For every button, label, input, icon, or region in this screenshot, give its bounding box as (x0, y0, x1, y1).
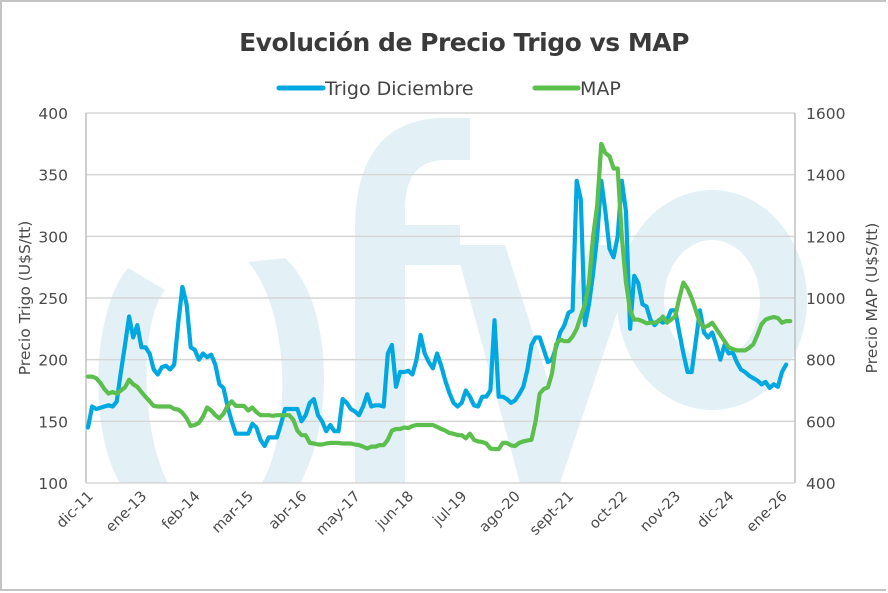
x-tick-labels: dic-11 ene-13 feb-14 mar-15 abr-16 may-17 jun-… (54, 489, 791, 539)
y-right-tick-label: 600 (806, 413, 836, 431)
y-right-tick-labels: 400 600 800 1000 1200 1400 1600 (806, 105, 845, 493)
x-tick-label: nov-23 (637, 489, 684, 536)
axes (85, 113, 796, 484)
y-left-tick-label: 200 (38, 352, 68, 370)
y-left-tick-label: 250 (38, 290, 68, 308)
y-right-tick-label: 1600 (806, 105, 845, 123)
x-tick-label: sept-21 (527, 489, 577, 539)
watermark-letter-y (455, 245, 640, 483)
x-tick-label: mar-15 (209, 489, 257, 537)
watermark-paren-right (248, 258, 325, 483)
y-left-tick-label: 350 (38, 167, 68, 185)
x-tick-label: dic-24 (694, 489, 737, 532)
x-tick-label: jul-19 (430, 489, 471, 530)
fyo-watermark-logo (98, 118, 807, 483)
x-tick-label: ene-13 (103, 489, 150, 536)
x-tick-label: dic-11 (54, 489, 97, 532)
x-tick-label: ago-20 (477, 489, 524, 536)
y-left-tick-label: 300 (38, 228, 68, 246)
y-right-tick-label: 1400 (806, 167, 845, 185)
series-line-map (85, 141, 793, 452)
y-left-tick-label: 400 (38, 105, 68, 123)
y-left-tick-label: 100 (38, 475, 68, 493)
y-left-axis-label: Precio Trigo (U$S/tt) (16, 221, 34, 376)
watermark-paren-left (98, 268, 168, 483)
x-tick-label: may-17 (314, 489, 364, 539)
y-left-tick-labels: 100 150 200 250 300 350 400 (38, 105, 68, 493)
y-right-tick-label: 1200 (806, 228, 845, 246)
y-left-tick-label: 150 (38, 413, 68, 431)
x-tick-label: jun-18 (373, 489, 418, 534)
chart-title: Evolución de Precio Trigo vs MAP (239, 28, 689, 57)
legend-label-trigo: Trigo Diciembre (324, 78, 474, 100)
legend-item-map[interactable]: MAP (532, 78, 621, 100)
x-tick-label: abr-16 (266, 489, 310, 533)
legend-item-trigo[interactable]: Trigo Diciembre (276, 78, 474, 100)
legend-label-map: MAP (580, 78, 621, 100)
watermark-letter-o-inner (664, 240, 760, 360)
series-line-trigo-diciembre (85, 178, 789, 449)
series-lines (85, 141, 793, 452)
x-tick-label: feb-14 (159, 489, 203, 533)
legend: Trigo Diciembre MAP (276, 78, 621, 100)
x-tick-label: oct-22 (587, 489, 631, 533)
y-right-axis-label: Precio MAP (U$S/tt) (863, 223, 881, 374)
y-right-tick-label: 800 (806, 352, 836, 370)
x-tick-label: ene-26 (744, 489, 791, 536)
y-right-tick-label: 400 (806, 475, 836, 493)
y-right-tick-label: 1000 (806, 290, 845, 308)
